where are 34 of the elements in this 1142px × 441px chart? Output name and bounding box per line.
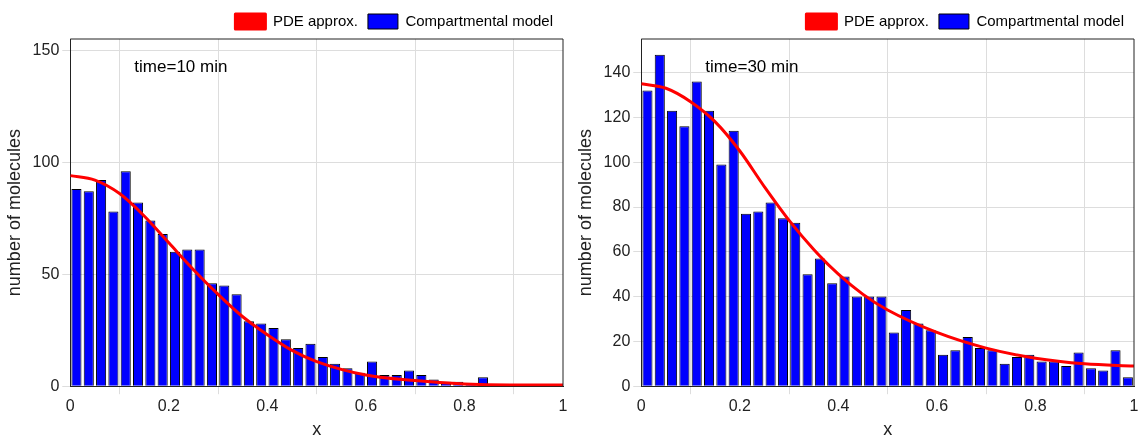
y-tick-label: 60 bbox=[612, 242, 631, 260]
x-tick-label: 0.2 bbox=[728, 397, 752, 415]
y-tick-label: 100 bbox=[32, 152, 60, 170]
legend-label: Compartmental model bbox=[976, 11, 1124, 29]
x-tick-label: 0.8 bbox=[1024, 397, 1047, 415]
x-tick-label: 0.6 bbox=[925, 397, 949, 415]
y-tick-label: 50 bbox=[41, 264, 60, 282]
x-tick-label: 0.6 bbox=[354, 397, 378, 415]
x-axis-title: x bbox=[312, 419, 322, 440]
y-axis-title: number of molecules bbox=[574, 129, 595, 297]
y-tick-label: 150 bbox=[32, 40, 60, 58]
y-tick-label: 100 bbox=[603, 152, 631, 170]
x-tick-label: 1 bbox=[558, 397, 568, 415]
y-tick-label: 80 bbox=[612, 197, 631, 215]
annotation: time=30 min bbox=[705, 56, 799, 76]
x-axis-title: x bbox=[883, 419, 893, 440]
legend-label: PDE approx. bbox=[272, 11, 358, 29]
y-tick-label: 140 bbox=[603, 63, 631, 81]
x-tick-label: 0 bbox=[636, 397, 646, 415]
annotation: time=10 min bbox=[134, 56, 228, 76]
y-tick-label: 0 bbox=[50, 376, 60, 394]
x-tick-label: 1 bbox=[1129, 397, 1139, 415]
legend-label: Compartmental model bbox=[405, 11, 553, 29]
y-axis-title: number of molecules bbox=[3, 129, 24, 297]
x-tick-label: 0.8 bbox=[453, 397, 476, 415]
legend-label: PDE approx. bbox=[843, 11, 929, 29]
x-tick-label: 0.4 bbox=[256, 397, 279, 415]
y-tick-label: 20 bbox=[612, 331, 631, 349]
x-tick-label: 0.4 bbox=[827, 397, 850, 415]
x-tick-label: 0.2 bbox=[157, 397, 181, 415]
y-tick-label: 0 bbox=[621, 376, 631, 394]
x-tick-label: 0 bbox=[65, 397, 75, 415]
y-tick-label: 40 bbox=[612, 287, 631, 305]
y-tick-label: 120 bbox=[603, 107, 631, 125]
